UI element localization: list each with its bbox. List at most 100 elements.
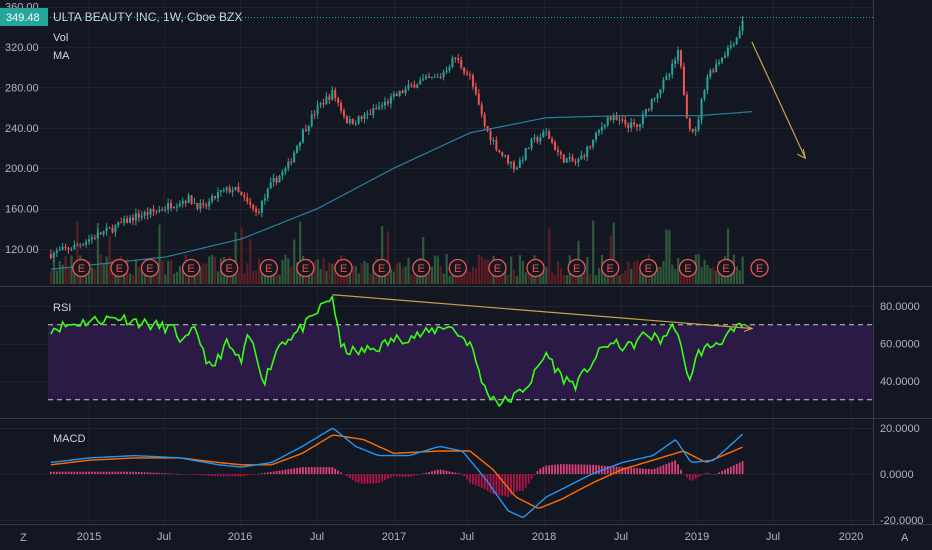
macd-legend[interactable]: MACD	[53, 433, 85, 445]
volume-bar	[319, 268, 322, 284]
volume-bar	[88, 262, 91, 284]
volume-bar	[234, 232, 237, 284]
candle-body	[149, 209, 152, 215]
macd-histogram-bar	[524, 474, 527, 488]
earnings-marker[interactable]	[220, 258, 239, 278]
volume-bar	[246, 263, 249, 284]
volume-bar	[334, 264, 337, 284]
earnings-marker[interactable]	[750, 258, 769, 278]
earnings-marker[interactable]	[488, 258, 507, 278]
zoom-button[interactable]: Z	[20, 532, 27, 544]
volume-bar	[583, 262, 586, 284]
earnings-marker[interactable]	[567, 258, 586, 278]
macd-histogram-bar	[343, 474, 345, 475]
candle-body	[342, 110, 345, 117]
macd-histogram-bar	[712, 474, 715, 475]
earnings-marker[interactable]	[334, 258, 353, 278]
earnings-marker[interactable]	[110, 258, 129, 278]
earnings-marker[interactable]	[296, 258, 315, 278]
macd-histogram-bar	[67, 471, 70, 474]
volume-bar	[296, 261, 299, 284]
candle-body	[257, 212, 260, 214]
macd-histogram-bar	[234, 474, 237, 477]
macd-histogram-bar	[181, 474, 184, 475]
macd-histogram-bar	[205, 474, 208, 476]
candle-body	[641, 114, 644, 125]
rsi-tick-label: 40.0000	[880, 376, 920, 388]
volume-bar	[407, 257, 410, 284]
candle-body	[577, 158, 580, 163]
candle-body	[85, 241, 88, 245]
earnings-marker[interactable]	[412, 258, 431, 278]
earnings-label: E	[418, 263, 425, 275]
volume-bar	[518, 255, 522, 284]
candle-body	[275, 178, 278, 183]
rsi-pane[interactable]	[48, 294, 873, 408]
candle-body	[175, 206, 178, 208]
candle-body	[688, 118, 691, 129]
candle-body	[202, 203, 205, 205]
earnings-marker[interactable]	[259, 258, 278, 278]
macd-histogram-bar	[688, 474, 691, 481]
auto-scale-button[interactable]: A	[901, 532, 909, 544]
candle-body	[521, 159, 524, 161]
candle-body	[378, 106, 381, 109]
ma-legend[interactable]: MA	[53, 50, 70, 62]
macd-histogram-bar	[498, 474, 501, 496]
volume-bar	[556, 261, 560, 284]
earnings-marker[interactable]	[716, 258, 736, 278]
volume-bar	[677, 258, 680, 284]
volume-bar	[293, 239, 296, 284]
rsi-band	[48, 324, 873, 400]
candle-body	[712, 70, 715, 72]
macd-histogram-bar	[431, 471, 433, 474]
candle-body	[108, 227, 111, 229]
candle-body	[741, 20, 744, 32]
macd-histogram-bar	[697, 474, 700, 478]
earnings-marker[interactable]	[72, 258, 91, 278]
earnings-marker[interactable]	[181, 258, 201, 278]
volume-bar	[287, 258, 290, 284]
candle-body	[184, 200, 187, 203]
volume-bar	[448, 275, 451, 284]
earnings-marker[interactable]	[639, 258, 658, 278]
volume-bar	[486, 259, 489, 284]
macd-histogram-bar	[387, 474, 389, 479]
volume-bar	[674, 268, 677, 284]
volume-bar	[102, 262, 105, 284]
volume-bar	[313, 261, 316, 284]
macd-histogram-bar	[644, 468, 647, 474]
earnings-marker[interactable]	[140, 258, 160, 278]
macd-histogram-bar	[375, 474, 378, 484]
candle-body	[398, 90, 401, 96]
rsi-legend[interactable]: RSI	[53, 302, 71, 314]
volume-bar	[284, 254, 287, 284]
candle-body	[105, 227, 108, 232]
candle-body	[357, 116, 360, 124]
price-trend-arrow[interactable]	[751, 41, 806, 159]
volume-bar	[659, 266, 662, 284]
candle-body	[334, 90, 337, 99]
price-candles[interactable]	[49, 16, 744, 262]
macd-histogram-bar	[404, 474, 407, 477]
earnings-marker[interactable]	[526, 258, 545, 278]
macd-histogram-bar	[143, 472, 146, 474]
candle-body	[211, 195, 214, 202]
volume-bar	[140, 268, 143, 284]
earnings-marker[interactable]	[448, 258, 467, 278]
macd-histogram-bar	[674, 460, 677, 474]
candle-body	[586, 146, 589, 157]
candle-body	[729, 45, 732, 48]
earnings-marker[interactable]	[372, 258, 391, 278]
rsi-trend-arrow[interactable]	[332, 294, 752, 330]
earnings-marker[interactable]	[678, 258, 698, 278]
volume-bar	[712, 267, 715, 284]
macd-pane[interactable]	[50, 427, 744, 519]
macd-histogram-bar	[225, 474, 228, 477]
candle-body	[638, 124, 641, 127]
earnings-marker[interactable]	[601, 258, 620, 278]
vol-legend[interactable]: Vol	[53, 32, 68, 44]
candle-body	[237, 186, 240, 193]
